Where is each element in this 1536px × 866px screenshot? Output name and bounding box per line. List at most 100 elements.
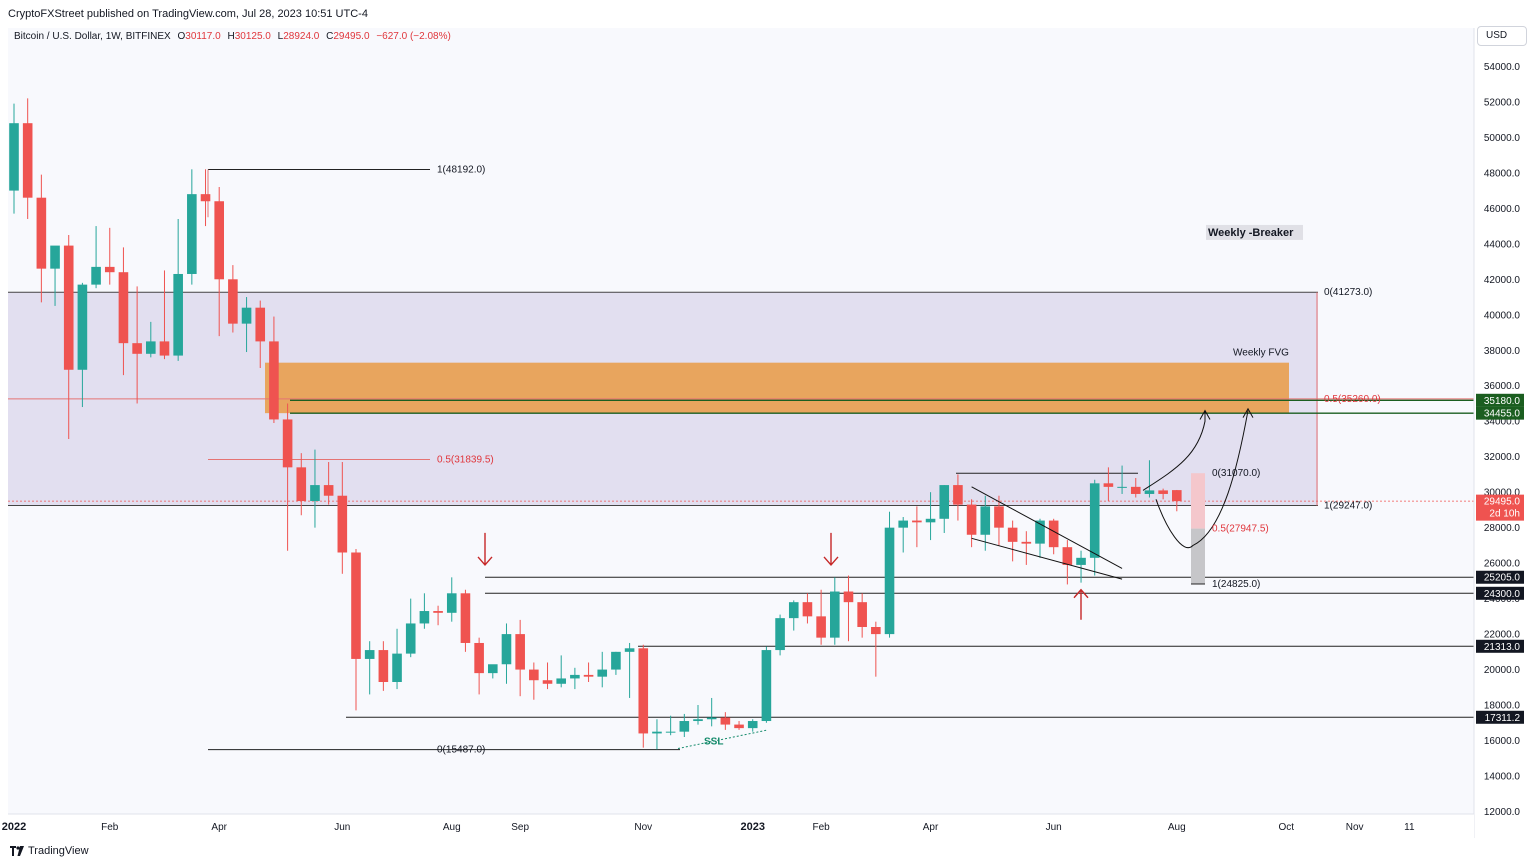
candle <box>912 506 922 548</box>
symbol-legend: Bitcoin / U.S. Dollar, 1W, BITFINEX O301… <box>14 31 451 42</box>
candle <box>173 218 183 361</box>
candle-body <box>323 485 334 496</box>
candle <box>925 492 936 541</box>
candle <box>228 265 238 333</box>
projection-red-box <box>1191 473 1205 529</box>
candle <box>693 705 703 725</box>
candle <box>939 485 950 533</box>
candle-body <box>939 485 950 519</box>
candle <box>392 628 402 690</box>
candle <box>624 642 635 698</box>
candle <box>488 664 498 679</box>
candle <box>296 453 307 516</box>
tradingview-logo[interactable]: TradingView <box>10 845 89 857</box>
candle <box>1089 479 1100 576</box>
candle-body <box>529 669 539 681</box>
currency-button[interactable]: USD <box>1477 26 1527 46</box>
candle <box>104 227 115 285</box>
candle <box>802 593 813 624</box>
candle-body <box>22 123 33 198</box>
candle <box>597 651 608 688</box>
candle-body <box>570 674 580 679</box>
price-tick-label: 16000.0 <box>1484 736 1521 747</box>
candle-body <box>269 341 279 420</box>
tradingview-brand-text: TradingView <box>28 845 89 857</box>
price-level-badge: 17311.2 <box>1485 713 1521 724</box>
candle-body <box>433 611 443 613</box>
price-level-badge-bg <box>1476 586 1524 600</box>
candle <box>200 169 211 227</box>
candle-body <box>884 527 895 635</box>
price-tick-label: 52000.0 <box>1484 97 1521 108</box>
candle <box>788 600 799 631</box>
candle-body <box>706 717 717 720</box>
price-tick-label: 32000.0 <box>1484 452 1521 463</box>
candle <box>1144 460 1155 498</box>
candle-body <box>1144 490 1155 494</box>
published-by-text: CryptoFXStreet published on TradingView.… <box>8 8 368 20</box>
candle-body <box>898 520 908 528</box>
candle-body <box>1062 547 1073 565</box>
candle-body <box>542 680 553 684</box>
candle-body <box>337 495 348 553</box>
candle <box>446 577 457 622</box>
current-price-badge: 29495.0 <box>1484 497 1521 508</box>
candle-body <box>392 653 402 682</box>
candle <box>1007 520 1018 562</box>
footer: TradingView <box>0 840 1536 866</box>
candle-body <box>515 634 525 670</box>
low-label: L <box>277 31 284 42</box>
candle-body <box>775 618 785 651</box>
symbol-name: Bitcoin / U.S. Dollar, 1W, BITFINEX <box>14 31 171 42</box>
price-level-badge: 35180.0 <box>1484 396 1521 407</box>
candle-countdown-badge: 2d 10h <box>1489 509 1520 520</box>
candle-body <box>1130 486 1141 494</box>
candle-body <box>1076 557 1086 565</box>
candlestick-chart[interactable]: 1(48192.0) 0.5(31839.5) 0(15487.0) 0(41273.… <box>8 28 1474 838</box>
candle-body <box>734 724 744 729</box>
red-arrow-up-jun <box>1073 588 1089 620</box>
candle <box>91 226 101 289</box>
ssl-label: SSL <box>704 737 723 748</box>
price-tick-label: 14000.0 <box>1484 772 1521 783</box>
candle <box>871 621 881 677</box>
candle <box>679 713 690 737</box>
candle-body <box>50 245 60 269</box>
candle <box>515 619 525 697</box>
candle-body <box>1117 486 1127 488</box>
price-tick-label: 40000.0 <box>1484 310 1521 321</box>
candle-body <box>91 266 101 285</box>
candle <box>638 644 649 748</box>
candle-body <box>187 194 197 274</box>
scenario-curve-1 <box>1142 411 1206 491</box>
candle-body <box>118 272 129 344</box>
candle <box>611 651 621 675</box>
candle-body <box>36 197 47 269</box>
candle-body <box>583 674 594 677</box>
candle-body <box>1172 490 1182 502</box>
price-tick-label: 18000.0 <box>1484 701 1521 712</box>
candle <box>282 403 293 551</box>
price-tick-label: 50000.0 <box>1484 133 1521 144</box>
candle-body <box>282 419 293 468</box>
candle <box>966 499 977 548</box>
candle <box>1021 531 1032 565</box>
candle-body <box>830 591 840 638</box>
candle <box>255 300 266 368</box>
price-tick-label: 30000.0 <box>1484 488 1521 499</box>
fib-label-24825: 1(24825.0) <box>1212 579 1260 590</box>
price-level-badge-bg <box>1476 406 1524 420</box>
chart-plot-area[interactable]: 1(48192.0) 0.5(31839.5) 0(15487.0) 0(41273.… <box>8 28 1474 838</box>
price-tick-label: 26000.0 <box>1484 559 1521 570</box>
candle <box>1130 477 1141 498</box>
candle-body <box>419 611 430 624</box>
candle <box>1076 550 1086 583</box>
candle-body <box>173 273 183 356</box>
candle-body <box>77 284 88 370</box>
candle <box>857 593 867 638</box>
candle <box>310 449 320 528</box>
candle-body <box>1048 520 1059 548</box>
close-value: 29495.0 <box>333 31 370 42</box>
open-label: O <box>177 31 186 42</box>
price-level-badge: 21313.0 <box>1484 642 1521 653</box>
